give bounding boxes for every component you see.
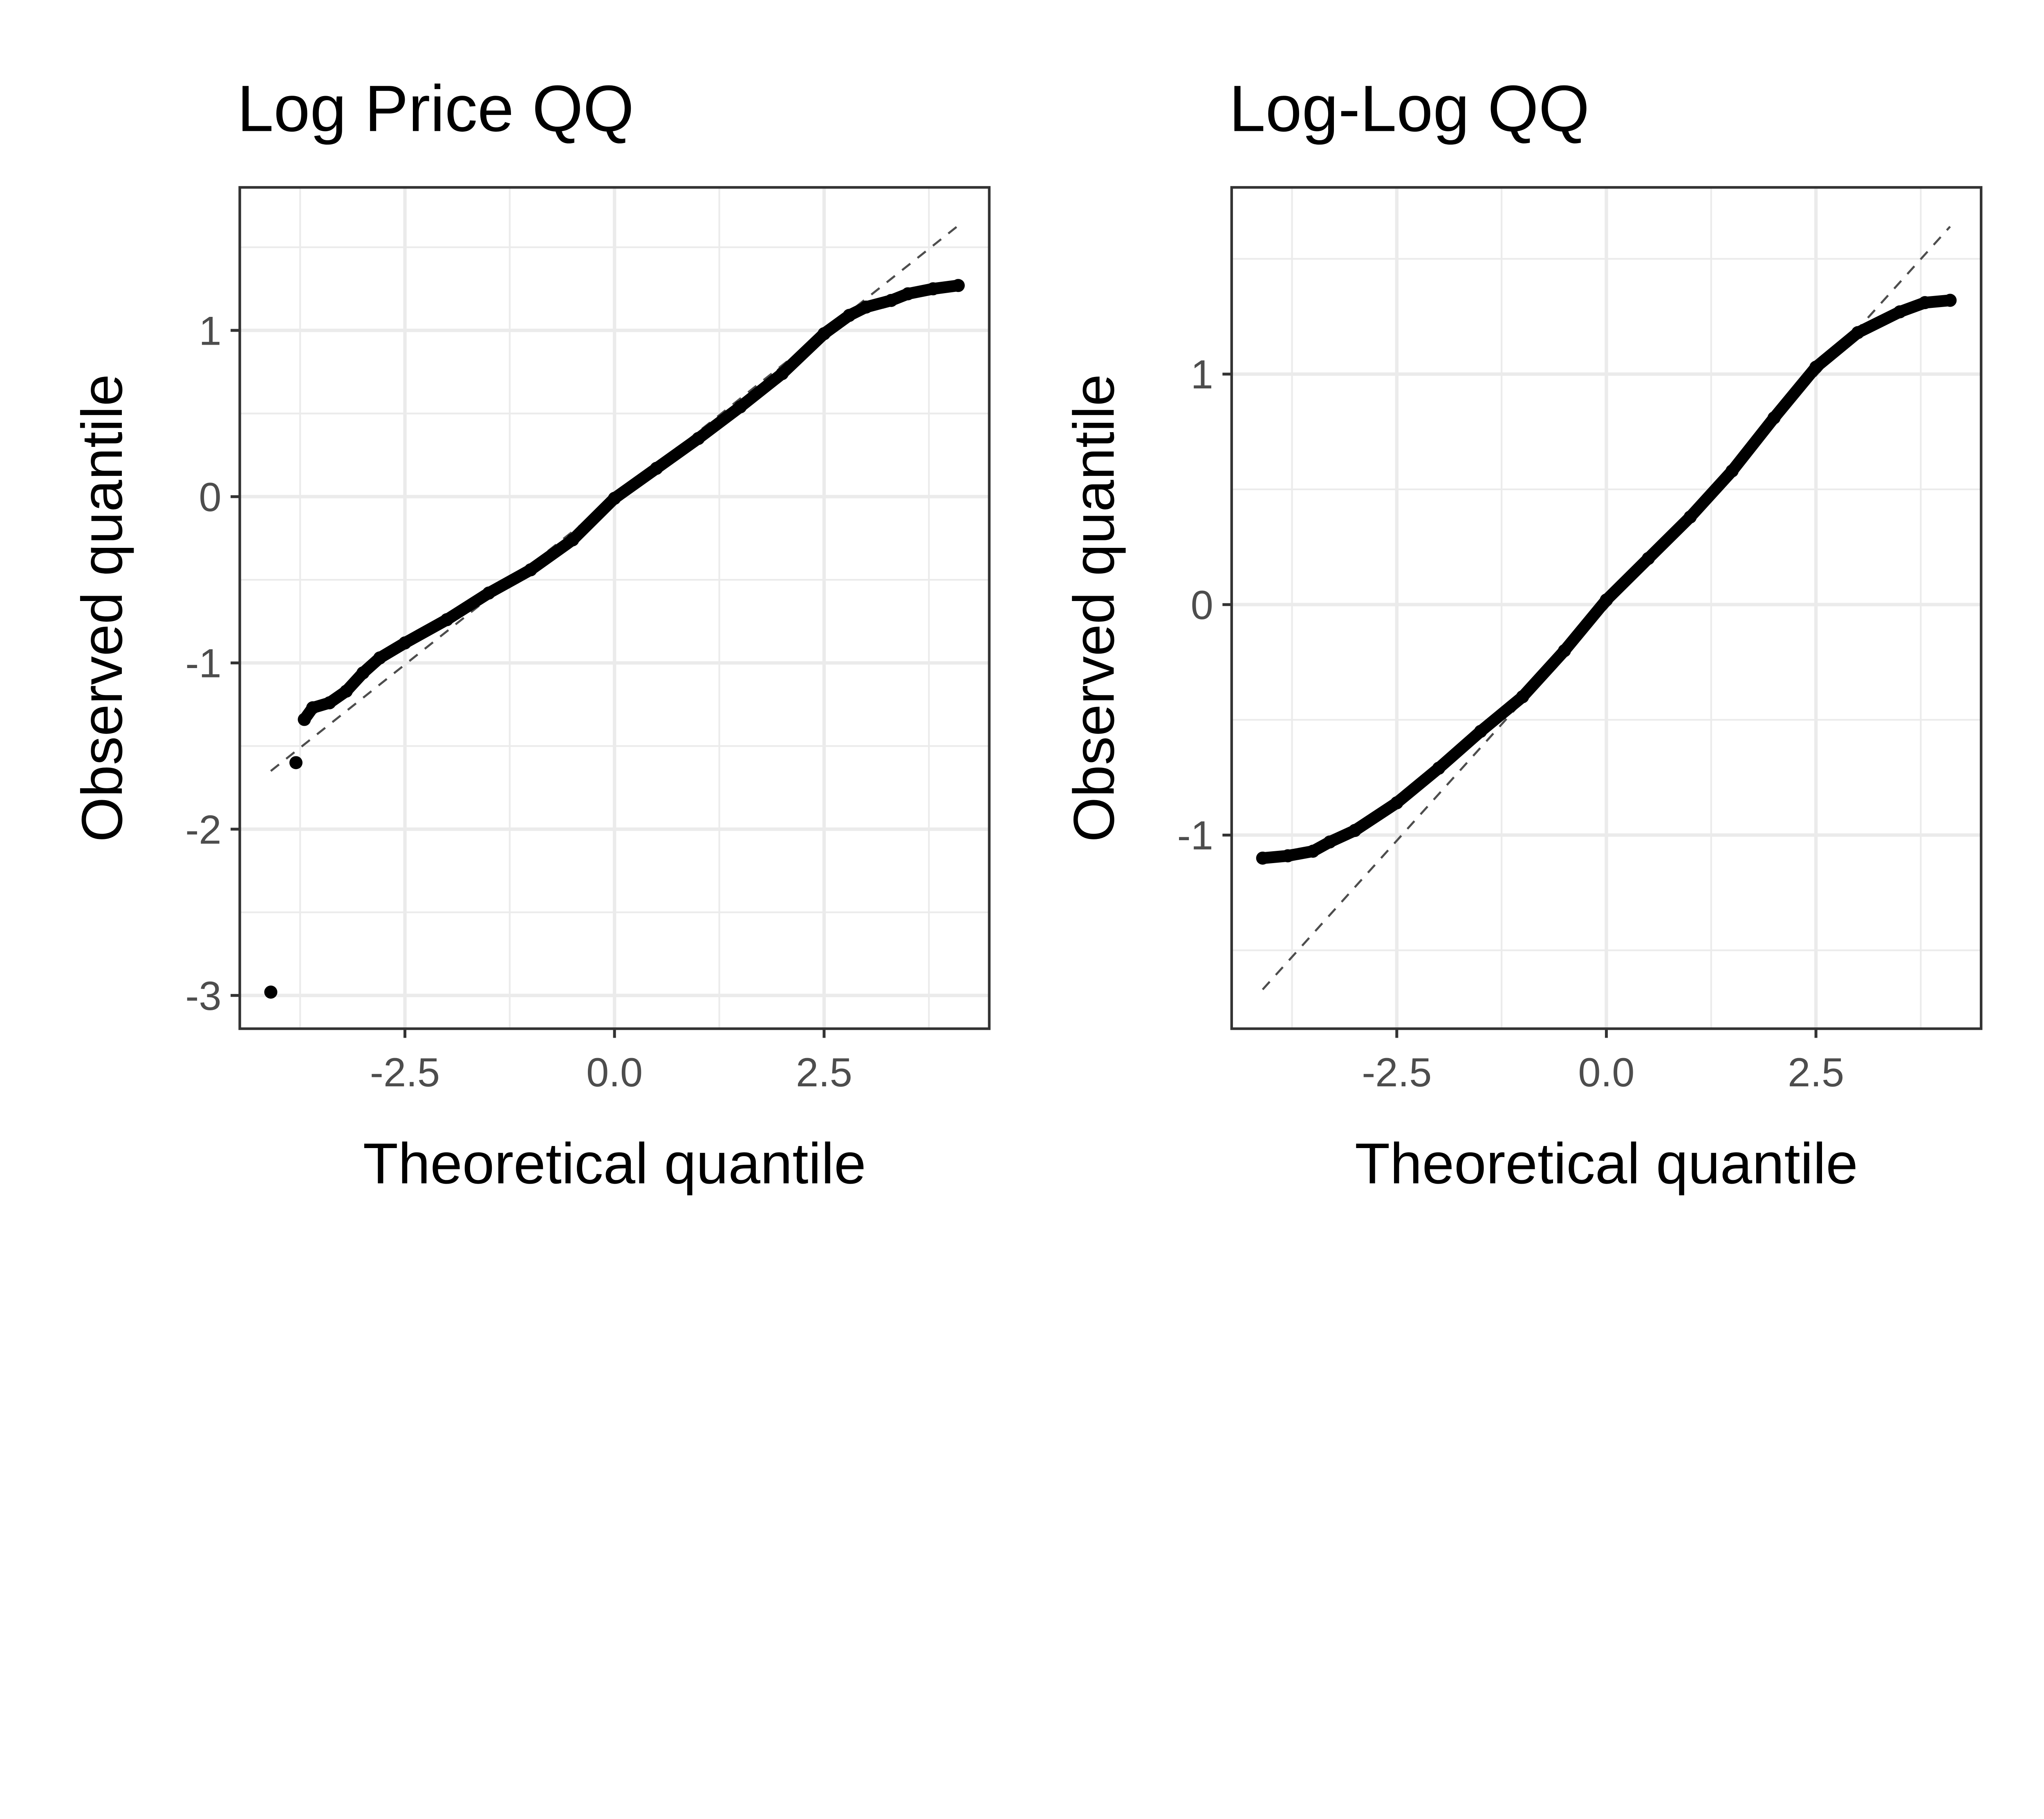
data-point xyxy=(1516,690,1529,704)
y-tick-label: -3 xyxy=(185,973,221,1019)
qq-plots-figure: -2.5 0.0 2.5 -3 -2 -1 0 1 Log Price QQ Theoretica… xyxy=(69,72,1983,1195)
data-point xyxy=(1683,510,1697,524)
data-point xyxy=(1851,326,1865,339)
panel-log-log-qq: -2.5 0.0 2.5 -1 0 1 Log-Log QQ Theoretical quan… xyxy=(1061,72,1983,1195)
data-point xyxy=(1474,724,1487,738)
y-tick-label: -2 xyxy=(185,807,221,852)
data-point xyxy=(323,696,336,709)
data-point xyxy=(1306,844,1320,858)
data-point xyxy=(1256,851,1269,865)
data-point xyxy=(339,684,353,698)
data-point xyxy=(289,756,303,769)
data-point xyxy=(1600,593,1613,607)
chart-title: Log-Log QQ xyxy=(1229,72,1589,145)
data-point xyxy=(901,287,914,301)
data-point xyxy=(775,367,789,380)
y-tick-label: 1 xyxy=(199,308,221,354)
data-point xyxy=(356,666,370,680)
data-point xyxy=(482,586,495,600)
y-tick-label: 0 xyxy=(1191,583,1213,628)
data-point xyxy=(1390,796,1403,810)
data-point xyxy=(1432,761,1446,775)
x-tick-label: -2.5 xyxy=(370,1050,440,1095)
y-axis-label: Observed quantile xyxy=(1061,374,1126,842)
data-point xyxy=(1943,294,1957,307)
data-point xyxy=(1726,464,1739,478)
data-point xyxy=(843,309,856,322)
data-point xyxy=(298,713,311,726)
data-point xyxy=(1641,552,1655,565)
data-point xyxy=(524,563,538,576)
data-point xyxy=(566,533,579,547)
x-tick-label: 0.0 xyxy=(586,1050,643,1095)
y-axis-label: Observed quantile xyxy=(69,374,134,842)
data-point xyxy=(859,301,873,314)
data-point xyxy=(373,651,387,665)
data-point xyxy=(884,294,898,307)
data-point xyxy=(1918,296,1932,310)
data-point xyxy=(1767,411,1781,425)
data-point xyxy=(926,282,940,296)
x-tick-label: 2.5 xyxy=(796,1050,852,1095)
data-point xyxy=(398,636,412,650)
x-tick-label: -2.5 xyxy=(1362,1050,1432,1095)
y-tick-label: -1 xyxy=(185,641,221,686)
y-tick-label: 1 xyxy=(1191,352,1213,397)
data-point xyxy=(1893,305,1907,318)
x-tick-label: 2.5 xyxy=(1788,1050,1844,1095)
data-point xyxy=(440,613,454,626)
data-point xyxy=(1348,824,1362,837)
y-tick-label: -1 xyxy=(1177,813,1213,859)
data-point xyxy=(264,985,278,999)
data-point xyxy=(692,432,705,445)
chart-title: Log Price QQ xyxy=(237,72,634,145)
data-point xyxy=(1558,644,1571,657)
data-point xyxy=(650,462,663,475)
data-point xyxy=(1809,361,1823,374)
panel-log-price-qq: -2.5 0.0 2.5 -3 -2 -1 0 1 Log Price QQ Theoretica… xyxy=(69,72,991,1195)
data-point xyxy=(1281,849,1295,863)
x-tick-label: 0.0 xyxy=(1578,1050,1634,1095)
plot-border xyxy=(1230,186,1983,1030)
data-point xyxy=(608,491,621,505)
x-axis-label: Theoretical quantile xyxy=(1355,1131,1858,1195)
data-point xyxy=(817,327,831,341)
data-point xyxy=(733,400,747,414)
data-point xyxy=(1323,835,1336,849)
data-point xyxy=(306,701,319,715)
plot-border xyxy=(238,186,991,1030)
y-tick-label: 0 xyxy=(199,475,221,520)
data-point xyxy=(951,279,965,292)
x-axis-label: Theoretical quantile xyxy=(363,1131,866,1195)
